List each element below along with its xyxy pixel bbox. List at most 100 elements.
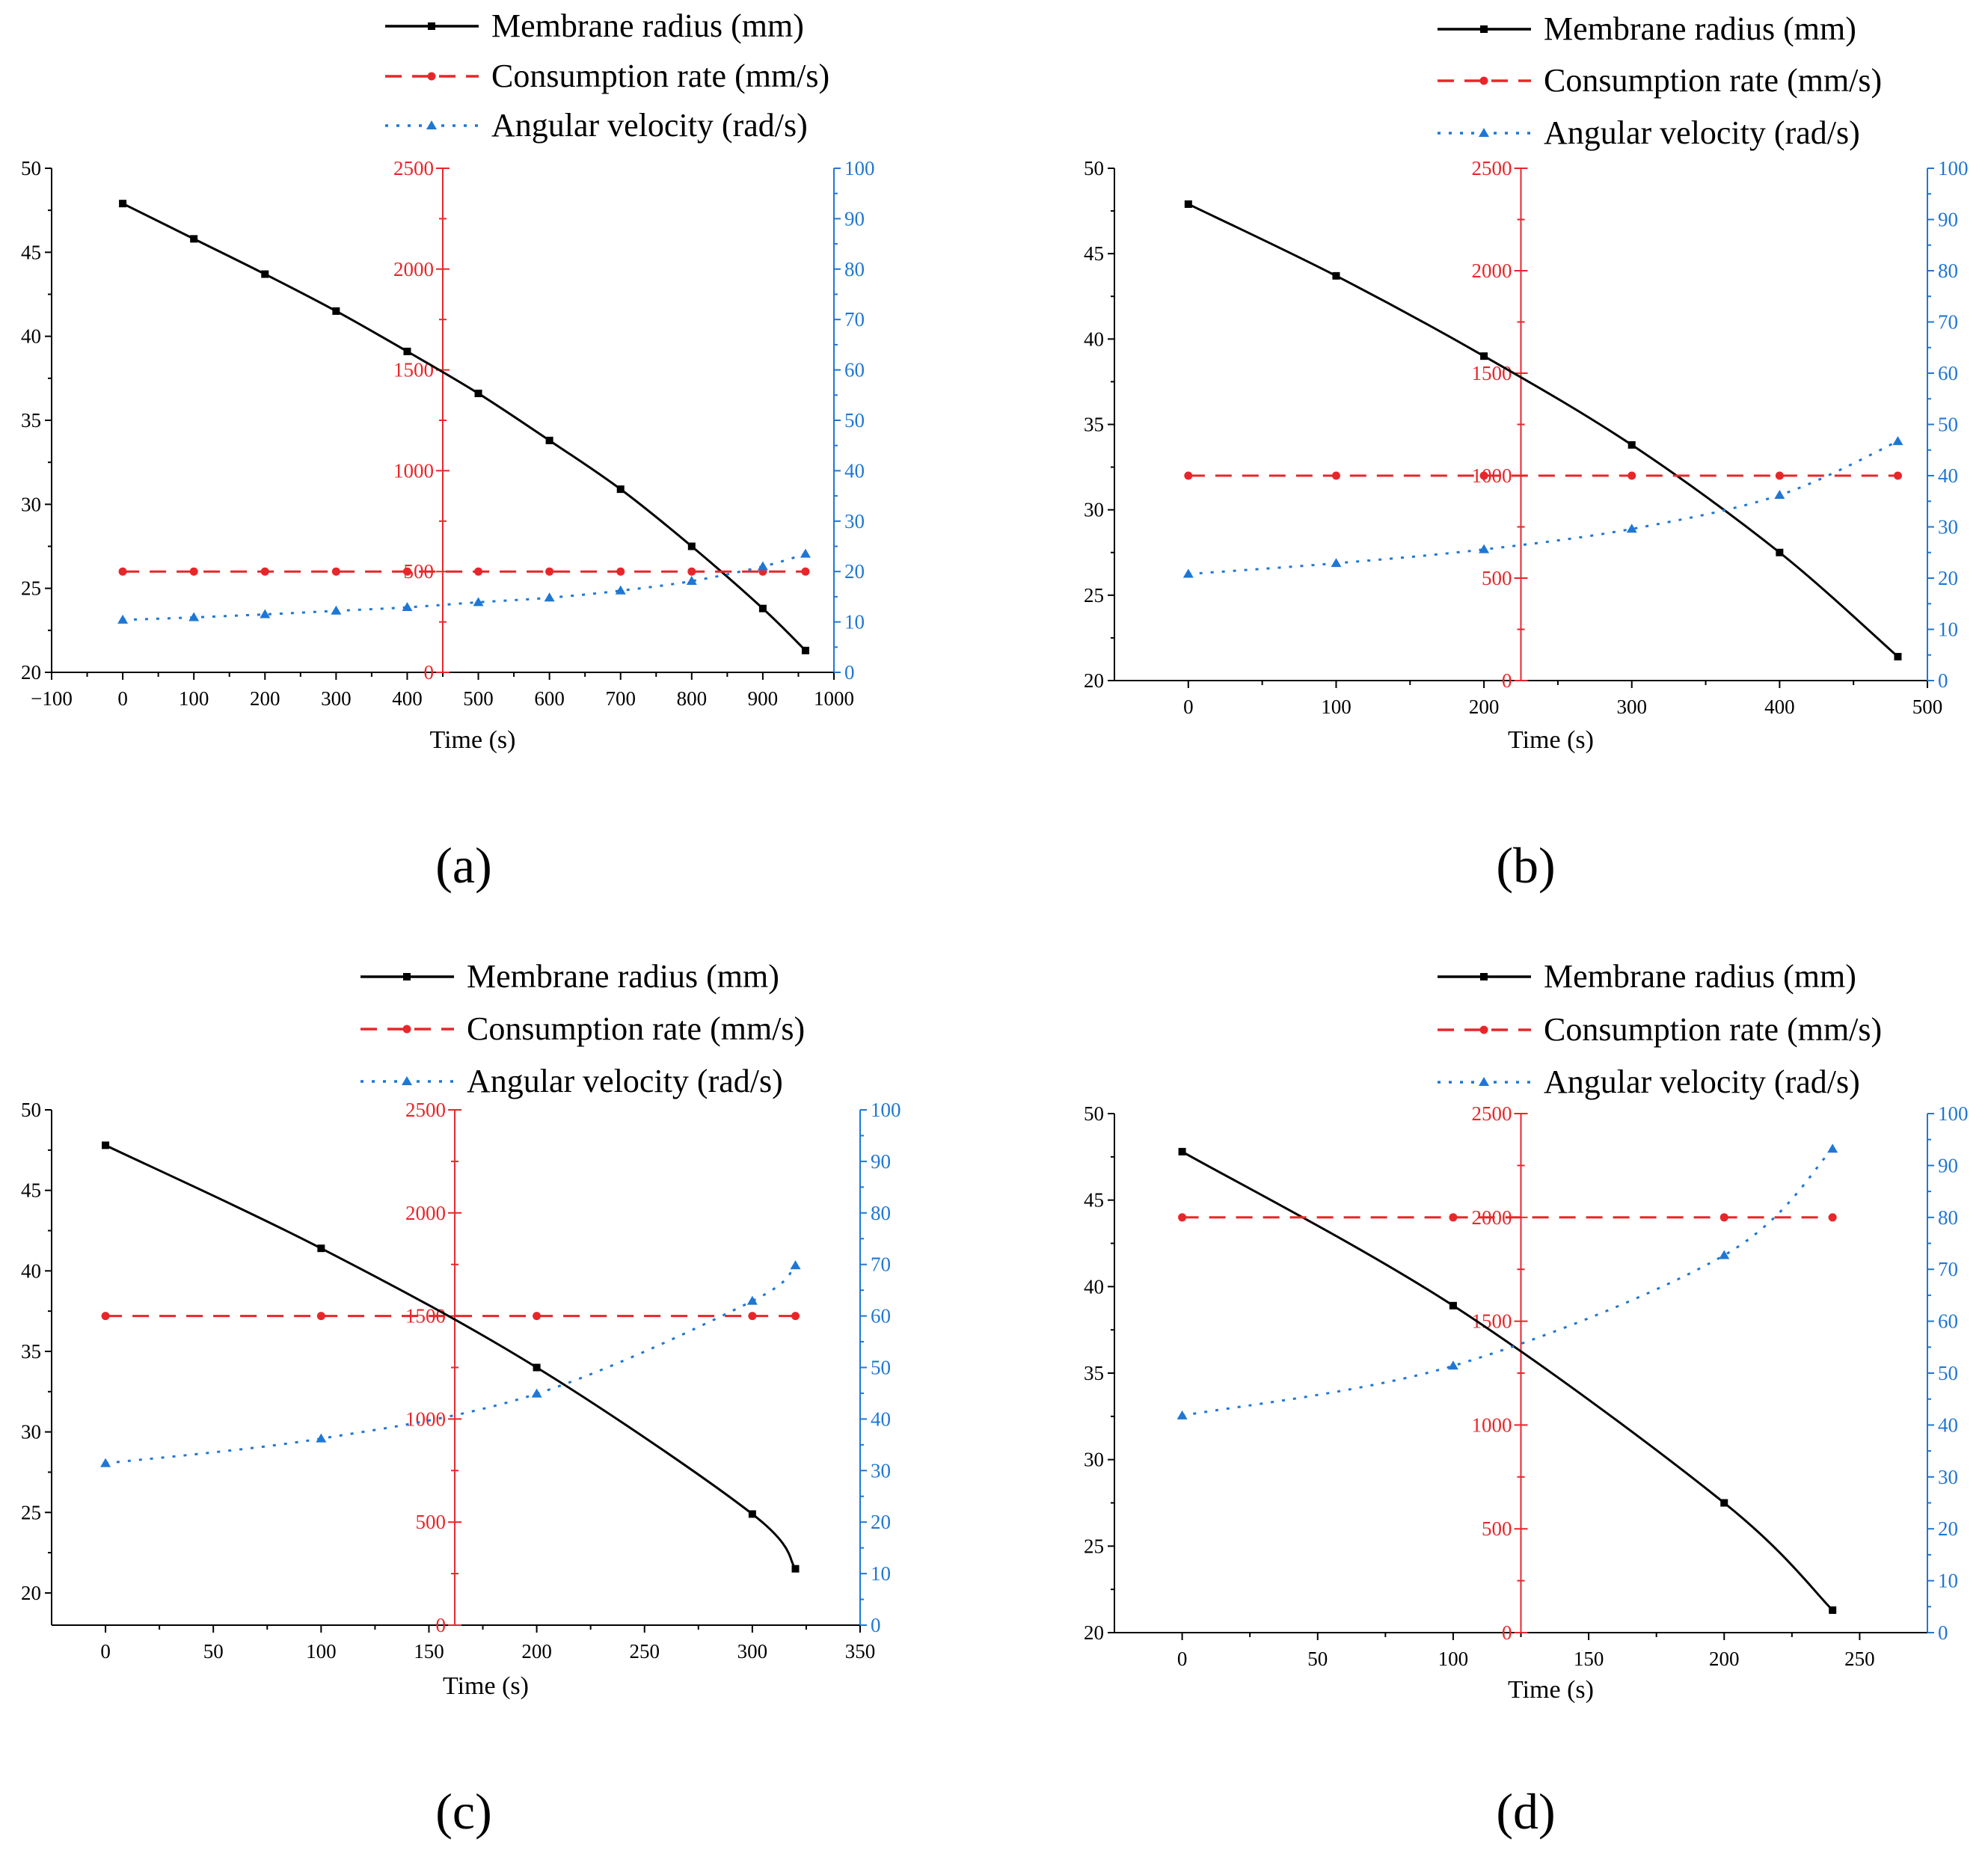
left-tick-label: 45	[1084, 1189, 1104, 1212]
consumption-marker	[687, 567, 696, 576]
radius-marker	[616, 485, 625, 494]
consumption-marker	[118, 567, 127, 576]
left-tick-label: 20	[21, 661, 41, 684]
radius-marker	[1776, 548, 1784, 556]
right-tick-label: 80	[1938, 260, 1958, 282]
panel-label: (c)	[435, 1783, 491, 1840]
series-line-angular	[105, 1264, 797, 1465]
angular-marker	[1626, 524, 1637, 533]
legend-label-radius: Membrane radius (mm)	[491, 7, 804, 44]
right-tick-label: 30	[1938, 516, 1958, 538]
radius-marker	[1720, 1499, 1728, 1507]
radius-marker	[119, 200, 127, 208]
angular-marker	[1182, 568, 1194, 578]
middle-tick-label: 2000	[1472, 260, 1512, 282]
legend-label-radius: Membrane radius (mm)	[1544, 958, 1856, 995]
right-tick-label: 30	[871, 1459, 891, 1482]
x-tick-label: 0	[117, 687, 128, 710]
right-tick-label: 70	[1938, 311, 1958, 334]
x-axis-title: Time (s)	[1508, 1676, 1594, 1704]
x-tick-label: 400	[392, 687, 423, 710]
right-tick-label: 70	[871, 1253, 891, 1276]
consumption-marker	[402, 1025, 411, 1034]
legend-label-angular: Angular velocity (rad/s)	[491, 107, 808, 144]
radius-marker	[317, 1244, 325, 1253]
consumption-marker	[1719, 1213, 1728, 1222]
angular-marker	[757, 561, 768, 571]
angular-marker	[402, 602, 413, 612]
legend-label-angular: Angular velocity (rad/s)	[1544, 114, 1860, 151]
x-tick-label: 400	[1764, 696, 1795, 718]
consumption-marker	[1775, 471, 1784, 480]
right-tick-label: 40	[844, 459, 865, 482]
left-tick-label: 25	[1084, 584, 1104, 607]
angular-marker	[615, 585, 626, 595]
consumption-marker	[1178, 1213, 1187, 1222]
angular-marker	[331, 605, 342, 615]
right-tick-label: 100	[1938, 1102, 1969, 1125]
right-tick-label: 60	[844, 359, 865, 381]
radius-marker	[791, 1565, 800, 1573]
x-axis-title: Time (s)	[430, 726, 516, 754]
right-tick-label: 10	[1938, 618, 1958, 641]
x-tick-label: 200	[1709, 1648, 1740, 1670]
left-tick-label: 35	[1084, 414, 1104, 436]
left-tick-label: 50	[21, 1099, 41, 1121]
left-tick-label: 20	[21, 1582, 41, 1604]
left-tick-label: 25	[21, 577, 41, 600]
legend-label-consumption: Consumption rate (mm/s)	[491, 58, 829, 94]
angular-marker	[316, 1433, 327, 1443]
angular-marker	[1719, 1250, 1730, 1259]
x-tick-label: 700	[605, 687, 636, 710]
x-tick-label: 800	[677, 687, 708, 710]
middle-tick-label: 0	[436, 1614, 447, 1636]
middle-tick-label: 2000	[393, 258, 434, 280]
consumption-marker	[316, 1312, 325, 1321]
consumption-marker	[1331, 471, 1340, 480]
x-tick-label: 50	[1307, 1648, 1328, 1670]
angular-marker	[686, 576, 697, 586]
consumption-marker	[616, 567, 625, 576]
x-tick-label: 350	[845, 1640, 876, 1663]
angular-marker	[402, 1076, 412, 1085]
consumption-marker	[1479, 76, 1488, 85]
radius-marker	[1178, 1147, 1186, 1155]
right-tick-label: 20	[1938, 567, 1958, 589]
middle-tick-label: 500	[1482, 1517, 1512, 1540]
consumption-marker	[260, 567, 269, 576]
x-tick-label: 150	[1574, 1648, 1604, 1670]
angular-marker	[531, 1388, 542, 1398]
x-axis-title: Time (s)	[443, 1672, 529, 1700]
radius-marker	[190, 235, 198, 243]
angular-marker	[188, 612, 200, 621]
radius-marker	[533, 1363, 541, 1372]
right-tick-label: 50	[844, 409, 865, 432]
radius-marker	[332, 307, 340, 315]
x-tick-label: 100	[1321, 696, 1352, 718]
consumption-marker	[1627, 471, 1636, 480]
right-tick-label: 0	[844, 661, 855, 684]
x-tick-label: −100	[31, 687, 73, 710]
right-tick-label: 10	[844, 611, 865, 633]
radius-marker	[261, 270, 269, 278]
middle-tick-label: 2000	[405, 1202, 446, 1224]
angular-marker	[117, 614, 129, 624]
radius-marker	[428, 22, 435, 30]
middle-tick-label: 2500	[1472, 157, 1512, 179]
angular-marker	[100, 1458, 111, 1467]
right-tick-label: 20	[1938, 1517, 1958, 1540]
x-tick-label: 500	[463, 687, 494, 710]
right-tick-label: 100	[871, 1099, 901, 1121]
x-tick-label: 0	[100, 1640, 111, 1663]
x-tick-label: 600	[534, 687, 565, 710]
radius-marker	[1480, 352, 1488, 360]
right-tick-label: 100	[1938, 157, 1969, 179]
consumption-marker	[189, 567, 198, 576]
angular-marker	[1774, 490, 1785, 500]
angular-marker	[746, 1295, 758, 1305]
radius-marker	[474, 390, 482, 398]
angular-marker	[1176, 1410, 1188, 1419]
x-tick-label: 300	[737, 1640, 768, 1663]
panel-c: Membrane radius (mm) Consumption rate (mm…	[21, 958, 901, 1840]
